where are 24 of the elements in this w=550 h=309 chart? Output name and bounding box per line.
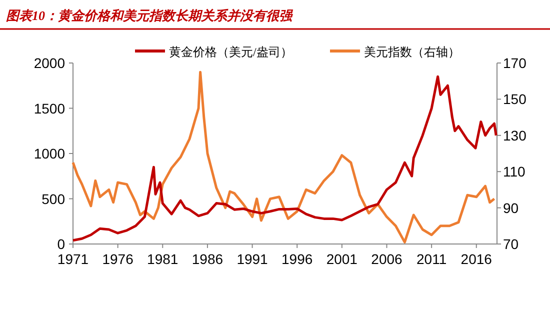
- y-tick-label: 500: [42, 190, 66, 207]
- x-tick-label: 2001: [326, 251, 358, 267]
- y-tick-label: 1500: [34, 100, 66, 116]
- y2-tick-label: 130: [503, 127, 527, 144]
- y-tick-label: 1000: [34, 146, 66, 162]
- x-tick-label: 1976: [102, 251, 134, 267]
- chart-title: 图表10：黄金价格和美元指数长期关系并没有很强: [6, 8, 294, 23]
- x-tick-label: 1981: [147, 251, 178, 267]
- legend-label: 黄金价格（美元/盎司）: [169, 45, 292, 59]
- x-tick-label: 2016: [460, 251, 492, 267]
- y2-tick-label: 70: [503, 236, 519, 252]
- x-tick-label: 2011: [416, 251, 447, 267]
- y2-tick-label: 150: [503, 91, 527, 108]
- y-tick-label: 0: [57, 236, 66, 252]
- x-tick-label: 1996: [282, 251, 313, 267]
- legend-label: 美元指数（右轴）: [364, 45, 460, 59]
- x-tick-label: 1991: [236, 251, 268, 267]
- y2-tick-label: 110: [503, 164, 526, 180]
- y-tick-label: 2000: [34, 55, 66, 71]
- y2-tick-label: 90: [503, 200, 519, 216]
- x-tick-label: 2006: [371, 251, 403, 267]
- x-tick-label: 1986: [192, 251, 224, 267]
- y2-tick-label: 170: [503, 55, 527, 71]
- x-tick-label: 1971: [57, 251, 89, 267]
